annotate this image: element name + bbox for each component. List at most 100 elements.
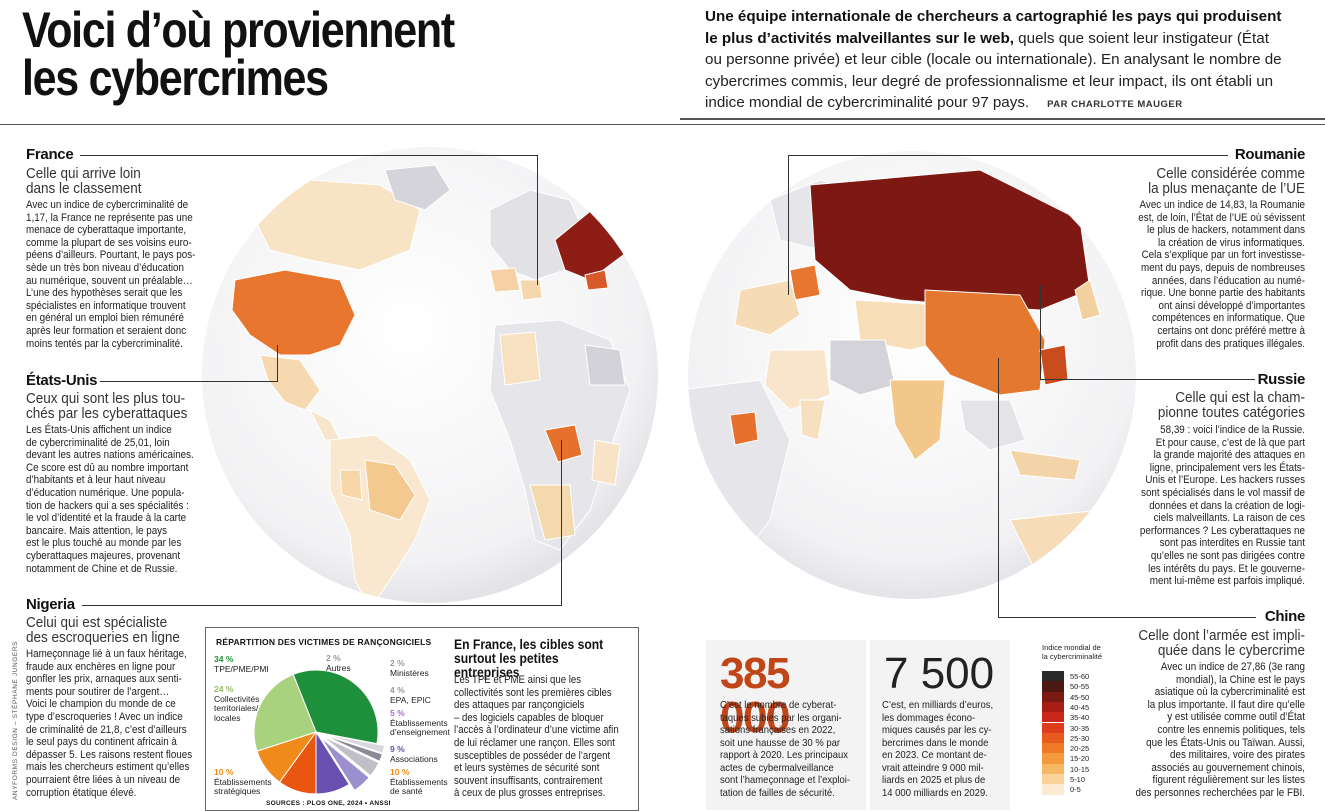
pie-cat-epa: EPA, EPIC — [390, 694, 431, 705]
legend-title-2: la cybercriminalité — [1042, 652, 1103, 661]
china-leader-h — [998, 617, 1256, 618]
legend-range-label: 50-55 — [1070, 682, 1090, 692]
pie-slice-7 — [323, 734, 384, 763]
indonesia-shape — [1009, 449, 1081, 481]
usa-heading: États-Unis — [26, 372, 98, 389]
china-body-line: Avec un indice de 27,86 (3e rang — [1160, 661, 1305, 673]
china-body-line: mondial), la Chine est le pays — [1176, 673, 1305, 686]
sme-body: Les TPE et PME ainsi que les collectivit… — [454, 674, 625, 800]
pie-pct-ministeres: 2 % — [390, 658, 405, 668]
pie-pct-epa: 4 % — [390, 685, 405, 695]
nigeria-leader-h — [82, 605, 562, 606]
usa-subtitle: Ceux qui sont les plus tou- chés par les… — [26, 391, 215, 421]
sme-body-line: de lui réclamer une rançon. Elles sont — [454, 736, 615, 749]
china-subtitle-2: quée dans le cybercrime — [1157, 642, 1305, 659]
nigeria-body-line: pourraient être liées à un niveau de — [26, 773, 181, 786]
nigeria-subtitle: Celui qui est spécialiste des escroqueri… — [26, 615, 206, 645]
peru-shape — [339, 469, 363, 501]
china-body-line: associés au gouvernement chinois, — [1151, 761, 1305, 774]
header-divider — [0, 124, 1325, 125]
pie-slice-5 — [320, 737, 370, 792]
romania-body-line: profit dans des pratiques illégales. — [1156, 337, 1305, 350]
russia-subtitle-1: Celle qui est la cham- — [1175, 389, 1305, 406]
romania-body-line: ont ainsi développé d’importantes — [1158, 299, 1305, 312]
header-rule — [680, 118, 1325, 120]
romania-body-line: rique. Une bonne partie des habitants — [1141, 287, 1305, 300]
russia-body-line: sont spécialisés dans le vol massif de — [1141, 486, 1305, 499]
nigeria-body: Hameçonnage lié à un faux héritage, frau… — [26, 648, 201, 799]
sme-body-line: susceptibles de posséder de l’argent — [454, 749, 611, 762]
legend-swatch — [1042, 671, 1064, 682]
stat2-line: C’est, en milliards d’euros, — [882, 700, 994, 711]
romania-subtitle-2: la plus menaçante de l’UE — [1148, 180, 1305, 197]
legend-swatch — [1042, 691, 1064, 702]
sme-body-line: Les TPE et PME ainsi que les — [454, 674, 582, 686]
pie-cat-collectivites: Collectivités territoriales/ locales — [214, 693, 260, 723]
title-line-2: les cybercrimes — [22, 50, 329, 106]
stat1-line: sont l’hameçonnage et l’exploi- — [720, 775, 851, 786]
pie-cat-enseignement: Établissements d’enseignement — [390, 717, 451, 737]
romania-body-line: est, de loin, l’État de l’UE où sévissen… — [1138, 211, 1305, 224]
russia-body-line: qu’elles ne sont pas dirigées contre — [1150, 549, 1305, 562]
legend-swatch — [1042, 743, 1064, 754]
stat2-line: en 2023. Ce montant de- — [882, 750, 987, 761]
nigeria-body-line: gonfler les prix, arnaques aux senti- — [26, 673, 182, 686]
usa-body-line: tion de hackers qui a ses spécialités : — [26, 499, 189, 512]
europe-south-shape — [734, 279, 801, 336]
nigeria-leader-v — [561, 440, 562, 606]
china-body-line: figurent régulièrement sur les listes — [1152, 774, 1305, 787]
legend-range-label: 10-15 — [1070, 764, 1090, 774]
stat2-line: vrait atteindre 9 000 mil- — [882, 762, 984, 774]
southeast-asia-shape — [959, 399, 1026, 451]
pie-slice-0 — [292, 669, 379, 745]
legend-swatch — [1042, 753, 1064, 764]
legend-range-label: 20-25 — [1070, 744, 1090, 754]
france-subtitle: Celle qui arrive loin dans le classement — [26, 166, 206, 196]
france-body-line: spécialistes en informatique trouvent — [26, 299, 186, 312]
china-body-line: contre les ennemis politiques, tels — [1157, 723, 1305, 736]
pie-label-collectivites: 24 % Collectivités territoriales/ locale… — [214, 684, 269, 723]
russia-heading: Russie — [1257, 371, 1306, 388]
stat-text-damages: C’est, en milliards d’euros, les dommage… — [882, 700, 1002, 800]
sme-body-line: des attaques par rançongiciels — [454, 699, 585, 712]
legend-swatch — [1042, 681, 1064, 692]
pie-cat-associations: Associations — [390, 753, 438, 764]
romania-body-line: certains ont donc préféré mettre à — [1157, 324, 1305, 337]
usa-body-line: de cybercriminalité de 25,01, loin — [26, 436, 170, 449]
russia-body-line: ment lui-même est parfois impliqué. — [1149, 575, 1305, 588]
intro-paragraph: Une équipe internationale de chercheurs … — [705, 6, 1285, 116]
north-africa-shape — [499, 331, 541, 386]
nigeria-body-line: de criminalité de 21,8, c’est d’ailleurs — [26, 723, 187, 736]
pie-label-epa: 4 % EPA, EPIC — [390, 685, 431, 705]
usa-leader-v — [277, 345, 278, 382]
romania-body-line: le plus de hackers, notamment dans — [1147, 224, 1305, 237]
china-coast-shape — [1039, 344, 1069, 386]
legend-range-label: 0-5 — [1070, 785, 1081, 795]
japan-shape — [1074, 279, 1101, 321]
china-body-line: la plus importante. Il faut dire qu’elle — [1147, 698, 1305, 711]
france-body-line: L’une des hypothèses serait que les — [26, 287, 183, 300]
ransomware-source: SOURCES : PLOS ONE, 2024 • ANSSI — [266, 800, 391, 807]
page-title: Voici d’où proviennent les cybercrimes — [22, 5, 504, 106]
ransomware-pie-chart — [253, 669, 386, 795]
usa-body-line: devant les autres nations américaines. — [26, 449, 194, 462]
legend-title: Indice mondial de la cybercriminalité — [1042, 643, 1132, 661]
france-subtitle-2: dans le classement — [26, 180, 142, 197]
sme-body-line: – des logiciels capables de bloquer — [454, 711, 604, 724]
usa-body-line: bancaire. Mais attention, le pays — [26, 524, 168, 537]
usa-body-line: Ce score est dû au nombre important — [26, 461, 189, 474]
russia-body-line: 58,39 : voici l’indice de la Russie. — [1160, 424, 1305, 436]
france-body-line: au numérique, souvent un préalable… — [26, 274, 193, 287]
russia-leader-v — [1040, 285, 1041, 380]
uk-shape — [489, 267, 521, 293]
stat1-line: C’est le nombre de cyberat- — [720, 700, 837, 711]
legend-swatch — [1042, 722, 1064, 733]
canada-shape — [249, 179, 421, 271]
legend-range-label: 30-35 — [1070, 723, 1090, 733]
stat-number-damages: 7 500 — [884, 649, 995, 698]
china-body-line: asiatique où la cybercriminalité est — [1154, 686, 1305, 699]
pie-slice-1 — [253, 673, 317, 752]
stat2-line: les dommages écono- — [882, 712, 976, 724]
pie-pct-strategiques: 10 % — [214, 767, 234, 777]
stat1-line: rapport à 2020. Les principaux — [720, 750, 848, 761]
